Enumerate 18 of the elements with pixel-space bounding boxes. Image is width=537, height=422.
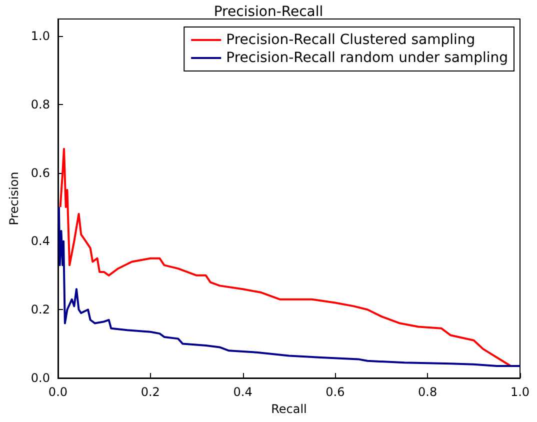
y-axis-title: Precision (7, 172, 21, 226)
x-axis-title: Recall (271, 402, 307, 416)
legend-label: Precision-Recall Clustered sampling (226, 32, 476, 48)
y-tick-label: 0.8 (30, 97, 50, 112)
x-tick-label: 0.4 (233, 385, 252, 399)
chart-title: Precision-Recall (214, 4, 324, 20)
x-tick-label: 0.0 (48, 385, 68, 399)
x-tick-label: 0.8 (418, 385, 438, 399)
line-series (58, 206, 521, 368)
legend-label: Precision-Recall random under sampling (226, 50, 508, 66)
x-tick-label: 0.6 (326, 385, 345, 399)
y-tick-label: 0.0 (30, 371, 50, 385)
y-tick-label: 0.2 (30, 302, 50, 317)
y-tick-label: 1.0 (30, 29, 50, 44)
y-tick-label: 0.4 (30, 234, 50, 248)
x-tick-label: 0.2 (140, 385, 160, 399)
x-tick-label: 1.0 (510, 385, 530, 399)
y-tick-label: 0.6 (30, 166, 50, 180)
